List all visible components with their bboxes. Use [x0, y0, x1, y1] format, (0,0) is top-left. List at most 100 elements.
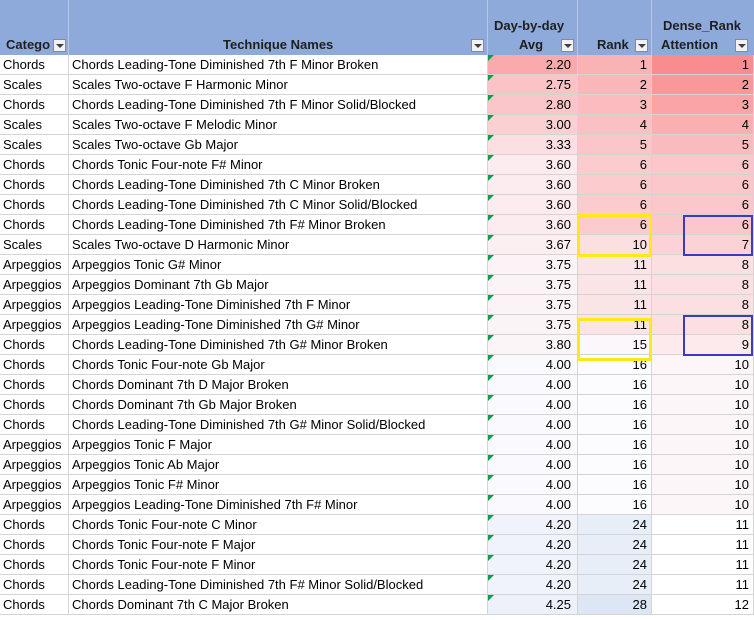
filter-dropdown-icon[interactable] — [735, 39, 748, 52]
avg-cell[interactable]: 3.60 — [488, 175, 578, 195]
filter-dropdown-icon[interactable] — [635, 39, 648, 52]
avg-cell[interactable]: 3.60 — [488, 215, 578, 235]
rank-cell[interactable]: 11 — [578, 315, 652, 335]
category-cell[interactable]: Chords — [0, 395, 69, 415]
category-cell[interactable]: Scales — [0, 75, 69, 95]
category-cell[interactable]: Chords — [0, 175, 69, 195]
technique-cell[interactable]: Arpeggios Leading-Tone Diminished 7th F#… — [69, 495, 488, 515]
dense-rank-cell[interactable]: 6 — [652, 175, 754, 195]
rank-cell[interactable]: 16 — [578, 475, 652, 495]
filter-dropdown-icon[interactable] — [561, 39, 574, 52]
header-rank[interactable]: Rank — [578, 0, 652, 55]
rank-cell[interactable]: 4 — [578, 115, 652, 135]
technique-cell[interactable]: Chords Tonic Four-note Gb Major — [69, 355, 488, 375]
dense-rank-cell[interactable]: 6 — [652, 195, 754, 215]
avg-cell[interactable]: 3.75 — [488, 275, 578, 295]
category-cell[interactable]: Chords — [0, 575, 69, 595]
category-cell[interactable]: Scales — [0, 135, 69, 155]
dense-rank-cell[interactable]: 10 — [652, 375, 754, 395]
avg-cell[interactable]: 4.20 — [488, 515, 578, 535]
dense-rank-cell[interactable]: 9 — [652, 335, 754, 355]
avg-cell[interactable]: 4.00 — [488, 475, 578, 495]
rank-cell[interactable]: 24 — [578, 515, 652, 535]
dense-rank-cell[interactable]: 10 — [652, 495, 754, 515]
dense-rank-cell[interactable]: 6 — [652, 155, 754, 175]
category-cell[interactable]: Chords — [0, 375, 69, 395]
rank-cell[interactable]: 16 — [578, 455, 652, 475]
avg-cell[interactable]: 3.75 — [488, 295, 578, 315]
dense-rank-cell[interactable]: 11 — [652, 575, 754, 595]
avg-cell[interactable]: 4.00 — [488, 435, 578, 455]
dense-rank-cell[interactable]: 10 — [652, 475, 754, 495]
dense-rank-cell[interactable]: 5 — [652, 135, 754, 155]
rank-cell[interactable]: 16 — [578, 415, 652, 435]
dense-rank-cell[interactable]: 6 — [652, 215, 754, 235]
rank-cell[interactable]: 24 — [578, 575, 652, 595]
filter-dropdown-icon[interactable] — [471, 39, 484, 52]
rank-cell[interactable]: 16 — [578, 435, 652, 455]
rank-cell[interactable]: 2 — [578, 75, 652, 95]
technique-cell[interactable]: Arpeggios Tonic Ab Major — [69, 455, 488, 475]
avg-cell[interactable]: 3.60 — [488, 195, 578, 215]
technique-cell[interactable]: Arpeggios Tonic G# Minor — [69, 255, 488, 275]
technique-cell[interactable]: Chords Leading-Tone Diminished 7th F Min… — [69, 95, 488, 115]
avg-cell[interactable]: 3.75 — [488, 255, 578, 275]
rank-cell[interactable]: 16 — [578, 495, 652, 515]
technique-cell[interactable]: Chords Leading-Tone Diminished 7th C Min… — [69, 175, 488, 195]
dense-rank-cell[interactable]: 10 — [652, 435, 754, 455]
avg-cell[interactable]: 4.00 — [488, 395, 578, 415]
avg-cell[interactable]: 4.20 — [488, 535, 578, 555]
dense-rank-cell[interactable]: 2 — [652, 75, 754, 95]
category-cell[interactable]: Chords — [0, 515, 69, 535]
category-cell[interactable]: Arpeggios — [0, 255, 69, 275]
rank-cell[interactable]: 16 — [578, 395, 652, 415]
technique-cell[interactable]: Chords Tonic Four-note F Major — [69, 535, 488, 555]
rank-cell[interactable]: 15 — [578, 335, 652, 355]
dense-rank-cell[interactable]: 10 — [652, 455, 754, 475]
category-cell[interactable]: Chords — [0, 95, 69, 115]
technique-cell[interactable]: Arpeggios Leading-Tone Diminished 7th F … — [69, 295, 488, 315]
header-avg[interactable]: Day-by-day Avg — [488, 0, 578, 55]
technique-cell[interactable]: Chords Dominant 7th D Major Broken — [69, 375, 488, 395]
category-cell[interactable]: Arpeggios — [0, 435, 69, 455]
rank-cell[interactable]: 11 — [578, 275, 652, 295]
rank-cell[interactable]: 6 — [578, 195, 652, 215]
technique-cell[interactable]: Chords Dominant 7th C Major Broken — [69, 595, 488, 615]
technique-cell[interactable]: Chords Tonic Four-note C Minor — [69, 515, 488, 535]
category-cell[interactable]: Arpeggios — [0, 455, 69, 475]
technique-cell[interactable]: Chords Leading-Tone Diminished 7th G# Mi… — [69, 335, 488, 355]
category-cell[interactable]: Chords — [0, 55, 69, 75]
technique-cell[interactable]: Chords Tonic Four-note F# Minor — [69, 155, 488, 175]
avg-cell[interactable]: 2.80 — [488, 95, 578, 115]
technique-cell[interactable]: Scales Two-octave D Harmonic Minor — [69, 235, 488, 255]
technique-cell[interactable]: Chords Leading-Tone Diminished 7th G# Mi… — [69, 415, 488, 435]
rank-cell[interactable]: 5 — [578, 135, 652, 155]
filter-dropdown-icon[interactable] — [53, 39, 66, 52]
rank-cell[interactable]: 16 — [578, 375, 652, 395]
dense-rank-cell[interactable]: 10 — [652, 355, 754, 375]
avg-cell[interactable]: 3.00 — [488, 115, 578, 135]
technique-cell[interactable]: Arpeggios Tonic F# Minor — [69, 475, 488, 495]
header-dense-rank[interactable]: Dense_Rank Attention — [652, 0, 754, 55]
header-category[interactable]: Catego — [0, 0, 69, 55]
dense-rank-cell[interactable]: 11 — [652, 555, 754, 575]
rank-cell[interactable]: 16 — [578, 355, 652, 375]
category-cell[interactable]: Arpeggios — [0, 475, 69, 495]
technique-cell[interactable]: Arpeggios Tonic F Major — [69, 435, 488, 455]
technique-cell[interactable]: Scales Two-octave F Harmonic Minor — [69, 75, 488, 95]
avg-cell[interactable]: 4.00 — [488, 415, 578, 435]
rank-cell[interactable]: 24 — [578, 535, 652, 555]
technique-cell[interactable]: Arpeggios Leading-Tone Diminished 7th G#… — [69, 315, 488, 335]
category-cell[interactable]: Arpeggios — [0, 295, 69, 315]
avg-cell[interactable]: 4.00 — [488, 495, 578, 515]
avg-cell[interactable]: 3.80 — [488, 335, 578, 355]
avg-cell[interactable]: 4.00 — [488, 355, 578, 375]
dense-rank-cell[interactable]: 7 — [652, 235, 754, 255]
category-cell[interactable]: Scales — [0, 115, 69, 135]
category-cell[interactable]: Chords — [0, 415, 69, 435]
technique-cell[interactable]: Chords Leading-Tone Diminished 7th C Min… — [69, 195, 488, 215]
dense-rank-cell[interactable]: 8 — [652, 315, 754, 335]
dense-rank-cell[interactable]: 11 — [652, 535, 754, 555]
category-cell[interactable]: Scales — [0, 235, 69, 255]
rank-cell[interactable]: 11 — [578, 295, 652, 315]
